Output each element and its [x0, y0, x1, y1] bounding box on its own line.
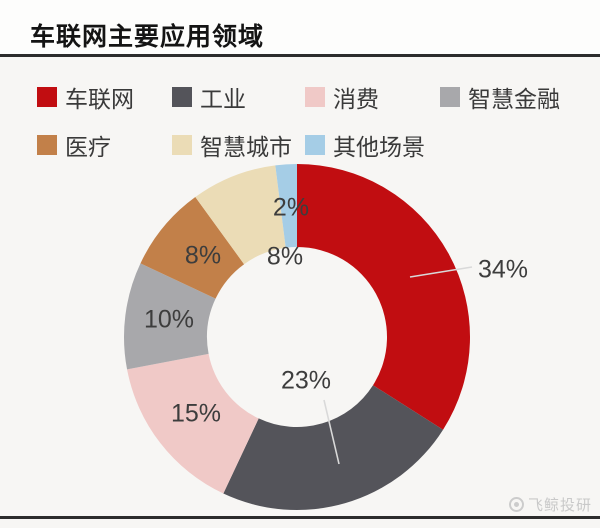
legend-swatch-icon — [172, 135, 192, 155]
legend-label: 其他场景 — [333, 134, 425, 160]
legend-item-5: 智慧城市 — [172, 132, 292, 160]
leader-line-1 — [323, 399, 340, 465]
legend-label: 智慧金融 — [468, 86, 560, 112]
legend-item-2: 消费 — [305, 84, 379, 112]
leader-line-0 — [409, 266, 473, 278]
bottom-divider — [0, 516, 600, 519]
pie-slice-4 — [140, 197, 245, 299]
pie-slice-5 — [195, 165, 286, 265]
weibo-icon — [508, 497, 524, 512]
legend-swatch-icon — [305, 135, 325, 155]
pie-slice-2 — [127, 353, 259, 494]
legend: 车联网 工业 消费 智慧金融医疗 智慧城市 其他场景 — [0, 0, 600, 170]
legend-label: 医疗 — [65, 134, 111, 160]
legend-swatch-icon — [37, 87, 57, 107]
legend-label: 工业 — [200, 86, 246, 112]
watermark-text: 飞鲸投研 — [527, 497, 592, 514]
legend-label: 智慧城市 — [200, 134, 292, 160]
legend-label: 车联网 — [65, 86, 134, 112]
pie-slice-0 — [297, 164, 470, 430]
legend-swatch-icon — [305, 87, 325, 107]
header: 车联网主要应用领域 — [0, 0, 600, 57]
legend-item-0: 车联网 — [37, 84, 134, 112]
legend-label: 消费 — [333, 86, 379, 112]
legend-item-6: 其他场景 — [305, 132, 425, 160]
legend-item-4: 医疗 — [37, 132, 111, 160]
watermark: 飞鲸投研 — [508, 494, 592, 515]
legend-item-3: 智慧金融 — [440, 84, 560, 112]
pie-slice-3 — [124, 263, 216, 370]
legend-swatch-icon — [37, 135, 57, 155]
legend-swatch-icon — [440, 87, 460, 107]
legend-item-1: 工业 — [172, 84, 246, 112]
page-title: 车联网主要应用领域 — [30, 23, 265, 51]
pie-slice-6 — [275, 164, 297, 248]
legend-swatch-icon — [172, 87, 192, 107]
pie-slice-1 — [223, 385, 444, 510]
